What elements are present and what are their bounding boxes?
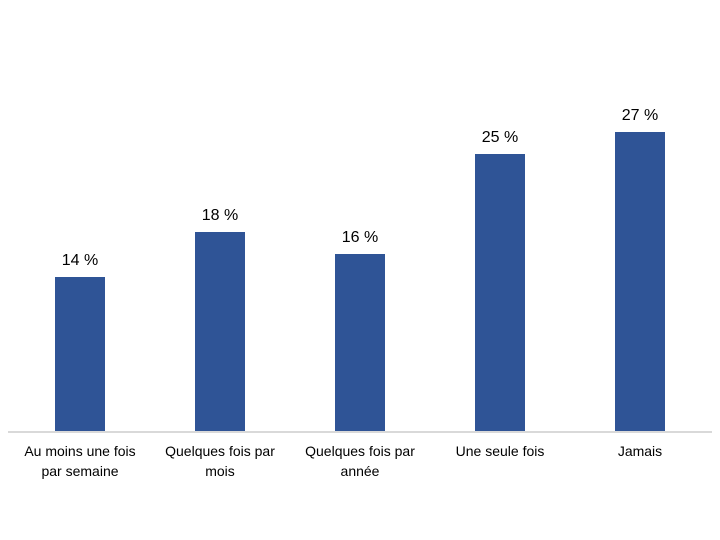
bar bbox=[195, 232, 245, 432]
x-axis-category-label: Quelques fois par année bbox=[305, 443, 415, 479]
bar-column: 25 % bbox=[430, 0, 570, 432]
x-axis-line bbox=[8, 431, 712, 433]
bar-column: 18 % bbox=[150, 0, 290, 432]
bar-column: 16 % bbox=[290, 0, 430, 432]
bar bbox=[615, 132, 665, 432]
bar bbox=[335, 254, 385, 432]
plot-area: 14 % 18 % 16 % 25 % 27 % bbox=[10, 0, 710, 432]
x-axis-category-label: Quelques fois par mois bbox=[165, 443, 275, 479]
bar-column: 14 % bbox=[10, 0, 150, 432]
bar bbox=[475, 154, 525, 432]
x-axis-category-label: Jamais bbox=[617, 443, 663, 459]
x-axis-labels: Au moins une fois par semaine Quelques fo… bbox=[10, 441, 710, 481]
bar-value-label: 14 % bbox=[61, 252, 99, 269]
bar-value-label: 16 % bbox=[341, 229, 379, 246]
bar-value-label: 18 % bbox=[201, 207, 239, 224]
x-axis-category-label: Une seule fois bbox=[455, 443, 545, 459]
x-axis-category-label: Au moins une fois par semaine bbox=[24, 443, 136, 479]
bar-value-label: 27 % bbox=[621, 107, 659, 124]
bar-value-label: 25 % bbox=[481, 129, 519, 146]
bar bbox=[55, 277, 105, 432]
bar-column: 27 % bbox=[570, 0, 710, 432]
